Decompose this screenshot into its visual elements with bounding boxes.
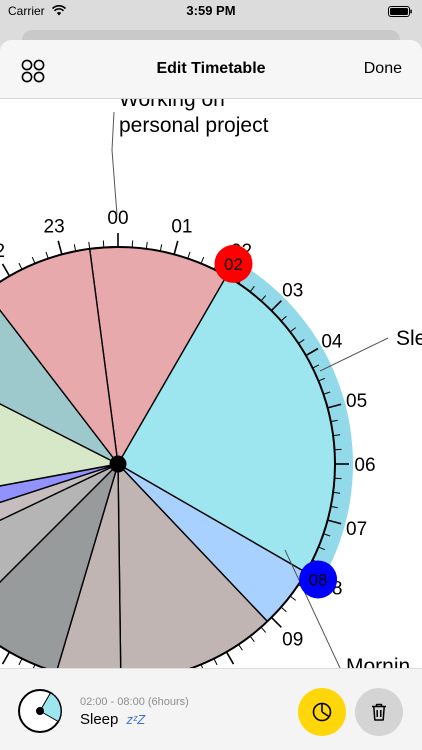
wifi-icon <box>52 5 66 16</box>
end-handle-label: 08 <box>309 571 328 590</box>
annotations: Working on personal project Sle Mornin <box>111 98 422 668</box>
hour-label-05: 05 <box>346 391 367 412</box>
hour-tick <box>305 347 319 357</box>
end-handle <box>299 560 338 599</box>
hour-label-22: 22 <box>0 241 5 262</box>
hour-tick <box>327 519 342 525</box>
selection-arc <box>227 260 353 582</box>
minor-tick <box>260 626 267 633</box>
clock-center <box>109 455 127 473</box>
minor-tick <box>88 241 91 249</box>
minor-tick <box>312 364 320 369</box>
status-time: 3:59 PM <box>186 3 236 18</box>
minor-tick <box>238 644 243 651</box>
grid-icon[interactable] <box>19 57 47 85</box>
segment-7 <box>0 463 119 522</box>
navigation-bar: Edit Timetable Done <box>0 40 422 99</box>
item-name: Sleep <box>80 711 119 728</box>
minor-tick <box>249 635 255 643</box>
minor-tick <box>213 658 218 666</box>
delete-button[interactable] <box>355 688 403 736</box>
clock-segments <box>0 246 336 668</box>
hour-tick <box>57 240 63 255</box>
done-button[interactable]: Done <box>363 60 402 77</box>
item-name-row: Sleep zᶻZ <box>80 711 145 728</box>
clock-center-dot <box>109 455 127 473</box>
annotation-leader-0 <box>111 111 118 216</box>
hour-tick <box>327 403 342 409</box>
minor-tick <box>159 244 163 252</box>
edit-timetable-sheet: Edit Timetable Done 00 01 02 03 04 05 06 07 08 09… <box>0 40 422 750</box>
minor-tick <box>333 434 341 437</box>
hour-label-00: 00 <box>107 208 128 229</box>
minor-tick <box>32 664 36 668</box>
minor-tick <box>73 244 77 252</box>
hour-tick <box>1 651 11 665</box>
minor-tick <box>280 606 287 613</box>
minor-tick <box>323 533 331 537</box>
minor-tick <box>45 251 49 259</box>
timetable-clock[interactable]: 0001020304050607080910111213141516171819… <box>0 98 422 668</box>
annotation-leader-2 <box>284 549 341 668</box>
minor-tick <box>260 295 267 302</box>
segment-8 <box>0 463 119 504</box>
mini-clock-center <box>36 707 44 715</box>
clock-face[interactable]: 0001020304050607080910111213141516171819… <box>0 98 422 668</box>
sleep-zzz-icon: zᶻZ <box>126 712 146 727</box>
carrier-label: Carrier <box>8 4 45 18</box>
annotation-text-2-0: Mornin <box>346 655 410 668</box>
start-handle-label: 02 <box>224 255 243 274</box>
status-bar: Carrier 3:59 PM <box>0 0 422 24</box>
minor-tick <box>18 658 23 666</box>
hour-label-01: 01 <box>171 216 192 237</box>
annotation-text-0-0: Working on <box>119 98 225 111</box>
minor-tick <box>249 285 255 293</box>
mini-clock-segment <box>39 692 62 723</box>
edit-segment-button[interactable] <box>298 688 346 736</box>
hour-label-03: 03 <box>282 280 303 301</box>
minor-tick <box>323 391 331 395</box>
minor-tick <box>280 315 287 322</box>
minor-tick <box>298 339 305 344</box>
selected-item-panel: 02:00 - 08:00 (6hours) Sleep zᶻZ <box>0 668 422 750</box>
hour-label-07: 07 <box>346 519 367 540</box>
hour-label-09: 09 <box>282 630 303 651</box>
hour-label-06: 06 <box>354 455 375 476</box>
minor-tick <box>18 262 23 270</box>
hour-tick <box>1 263 11 277</box>
hour-label-23: 23 <box>44 216 65 237</box>
minor-tick <box>330 505 338 509</box>
minor-tick <box>200 256 205 264</box>
range-handles: 02 08 <box>214 244 338 599</box>
hour-label-04: 04 <box>321 332 343 353</box>
page-title: Edit Timetable <box>156 60 266 77</box>
annotation-leader-1 <box>319 337 389 372</box>
segment-6 <box>0 463 119 583</box>
minor-tick <box>145 241 148 249</box>
start-handle <box>214 244 253 283</box>
segment-9 <box>0 403 119 487</box>
hour-tick <box>173 240 179 255</box>
annotation-text-1-0: Sle <box>396 327 422 350</box>
hour-tick <box>270 616 282 628</box>
hour-tick <box>270 300 282 312</box>
battery-icon <box>388 6 412 17</box>
minor-tick <box>330 419 338 423</box>
minor-tick <box>200 664 204 668</box>
item-time-range: 02:00 - 08:00 (6hours) <box>80 696 189 708</box>
minor-tick <box>333 491 341 494</box>
trash-icon <box>372 703 386 721</box>
mini-clock-icon <box>18 689 62 733</box>
minor-tick <box>289 327 297 333</box>
selection-arc-band <box>227 260 353 582</box>
hour-tick <box>225 651 235 665</box>
minor-tick <box>31 256 36 264</box>
pie-chart-icon <box>312 702 332 722</box>
minor-tick <box>187 251 191 259</box>
clock-ticks <box>1 233 349 668</box>
minor-tick <box>289 595 297 601</box>
minor-tick <box>318 546 326 551</box>
minor-tick <box>318 377 326 382</box>
annotation-text-0-1: personal project <box>119 114 269 137</box>
